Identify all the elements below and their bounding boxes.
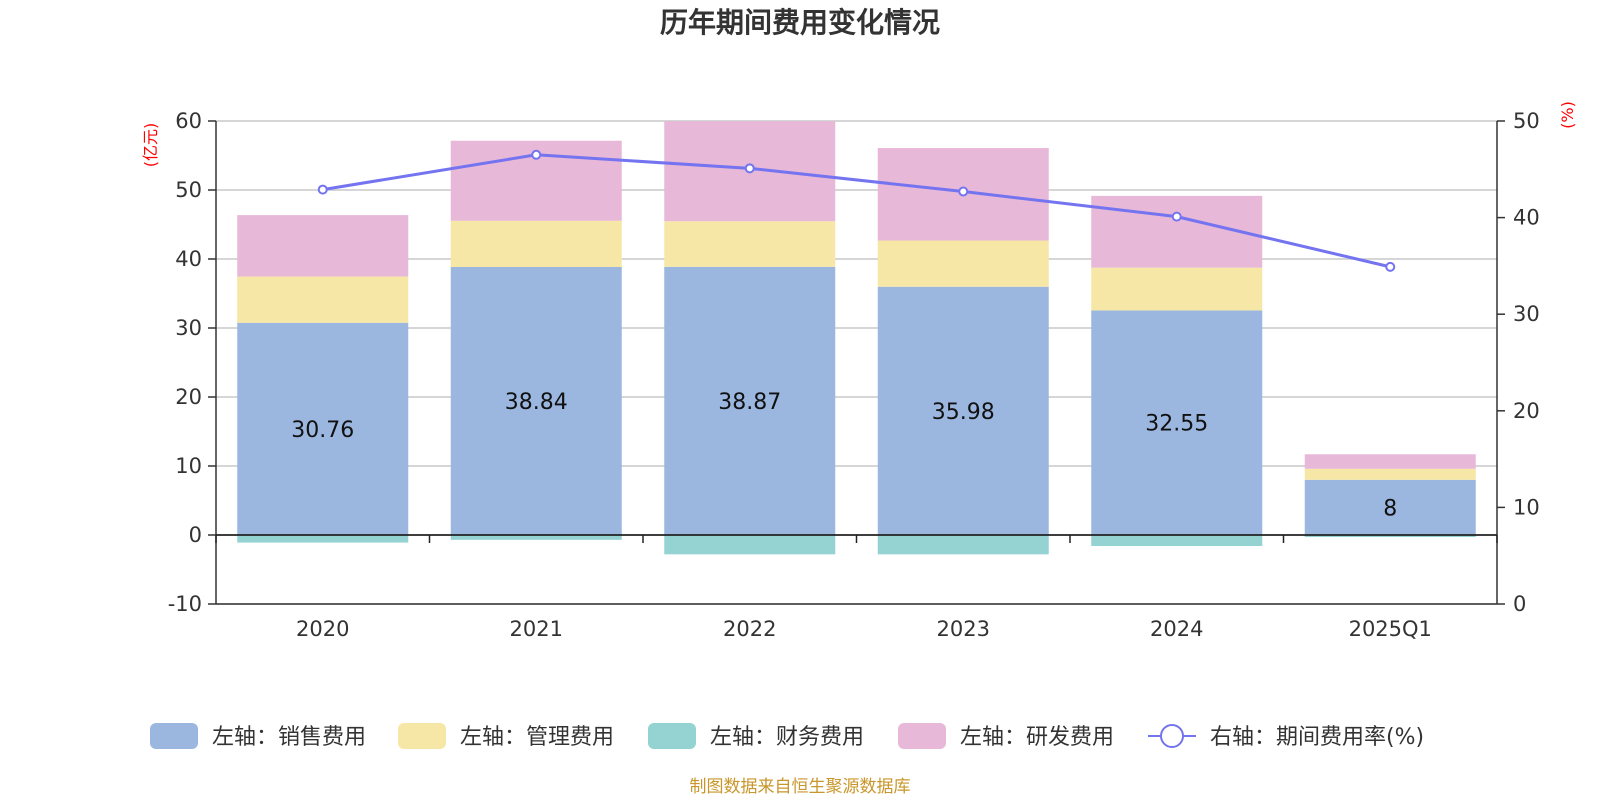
x-axis-tick-label: 2025Q1 (1349, 617, 1432, 641)
bar-labels: 30.76 38.84 38.87 35.98 32.55 8 (291, 390, 1397, 522)
bar-segment (237, 535, 409, 543)
left-axis-tick-label: 50 (175, 178, 202, 202)
bar-segment (1091, 535, 1263, 547)
left-axis-tick-label: 60 (175, 109, 202, 133)
x-axis-tick-label: 2022 (723, 617, 776, 641)
rate-line-point (531, 149, 542, 160)
bar-segment (664, 221, 836, 267)
right-axis-tick-label: 10 (1513, 495, 1540, 519)
bar-segment (1091, 310, 1263, 535)
bar-data-label: 38.84 (505, 390, 568, 415)
bar-data-label: 8 (1383, 496, 1397, 521)
bar-data-label: 35.98 (932, 400, 995, 425)
legend-swatch (398, 723, 446, 749)
left-axis-unit: (亿元) (141, 123, 160, 168)
legend-label: 左轴：销售费用 (212, 725, 366, 750)
bar-data-label: 32.55 (1145, 412, 1208, 437)
bar-segment (1091, 267, 1263, 311)
bar-segment (237, 322, 409, 535)
right-axis-tick-label: 50 (1513, 109, 1540, 133)
bar-data-label: 30.76 (291, 418, 354, 443)
left-axis-tick-label: 0 (189, 523, 202, 547)
right-axis-tick-label: 20 (1513, 399, 1540, 423)
right-axis-tick-label: 40 (1513, 206, 1540, 230)
bar-segment (450, 267, 622, 535)
chart-title: 历年期间费用变化情况 (660, 6, 940, 39)
bar-segment (450, 535, 622, 540)
right-axis-tick-label: 0 (1513, 592, 1526, 616)
bar-segment (1304, 454, 1476, 469)
bar-segment (237, 215, 409, 277)
right-axis-tick-label: 30 (1513, 302, 1540, 326)
bar-segment (1304, 535, 1476, 538)
rate-line (317, 149, 1396, 272)
axes: -10 0 10 20 30 40 50 60 0 10 20 30 40 50 2020 2021 2022 2… (168, 109, 1540, 641)
legend-swatch (150, 723, 198, 749)
bar-data-label: 38.87 (718, 390, 781, 415)
x-axis-tick-label: 2021 (510, 617, 563, 641)
legend-swatch (648, 723, 696, 749)
left-axis-tick-label: 10 (175, 454, 202, 478)
bar-segment (450, 220, 622, 268)
legend-label: 右轴：期间费用率(%) (1210, 725, 1424, 750)
bars (237, 121, 1476, 555)
x-axis-tick-label: 2023 (937, 617, 990, 641)
right-axis-unit: (%) (1558, 101, 1577, 129)
legend-label: 左轴：管理费用 (460, 725, 614, 750)
rate-line-path (322, 153, 1391, 269)
bar-segment (1304, 479, 1476, 535)
bar-segment (1091, 195, 1263, 268)
legend: 左轴：销售费用 左轴：管理费用 左轴：财务费用 左轴：研发费用 右轴：期间费用率(%) (150, 723, 1424, 750)
x-axis-tick-label: 2020 (296, 617, 349, 641)
rate-line-point (958, 186, 969, 197)
legend-swatch (898, 723, 946, 749)
bar-segment (877, 286, 1049, 535)
left-axis-tick-label: 20 (175, 385, 202, 409)
x-axis-tick-label: 2024 (1150, 617, 1203, 641)
data-source-note: 制图数据来自恒生聚源数据库 (690, 777, 911, 797)
bar-segment (1304, 468, 1476, 480)
legend-label: 左轴：财务费用 (710, 725, 864, 750)
left-axis-tick-label: -10 (168, 592, 202, 616)
bar-segment (237, 276, 409, 323)
bar-segment (877, 240, 1049, 287)
rate-line-point (1171, 211, 1182, 222)
legend-marker-icon (1160, 724, 1184, 748)
bar-segment (664, 535, 836, 555)
bar-segment (664, 266, 836, 535)
rate-line-point (744, 163, 755, 174)
left-axis-tick-label: 30 (175, 316, 202, 340)
rate-line-point (317, 184, 328, 195)
rate-line-point (1385, 261, 1396, 272)
left-axis-tick-label: 40 (175, 247, 202, 271)
bar-segment (877, 535, 1049, 555)
grid (216, 120, 1497, 605)
legend-label: 左轴：研发费用 (960, 725, 1114, 750)
